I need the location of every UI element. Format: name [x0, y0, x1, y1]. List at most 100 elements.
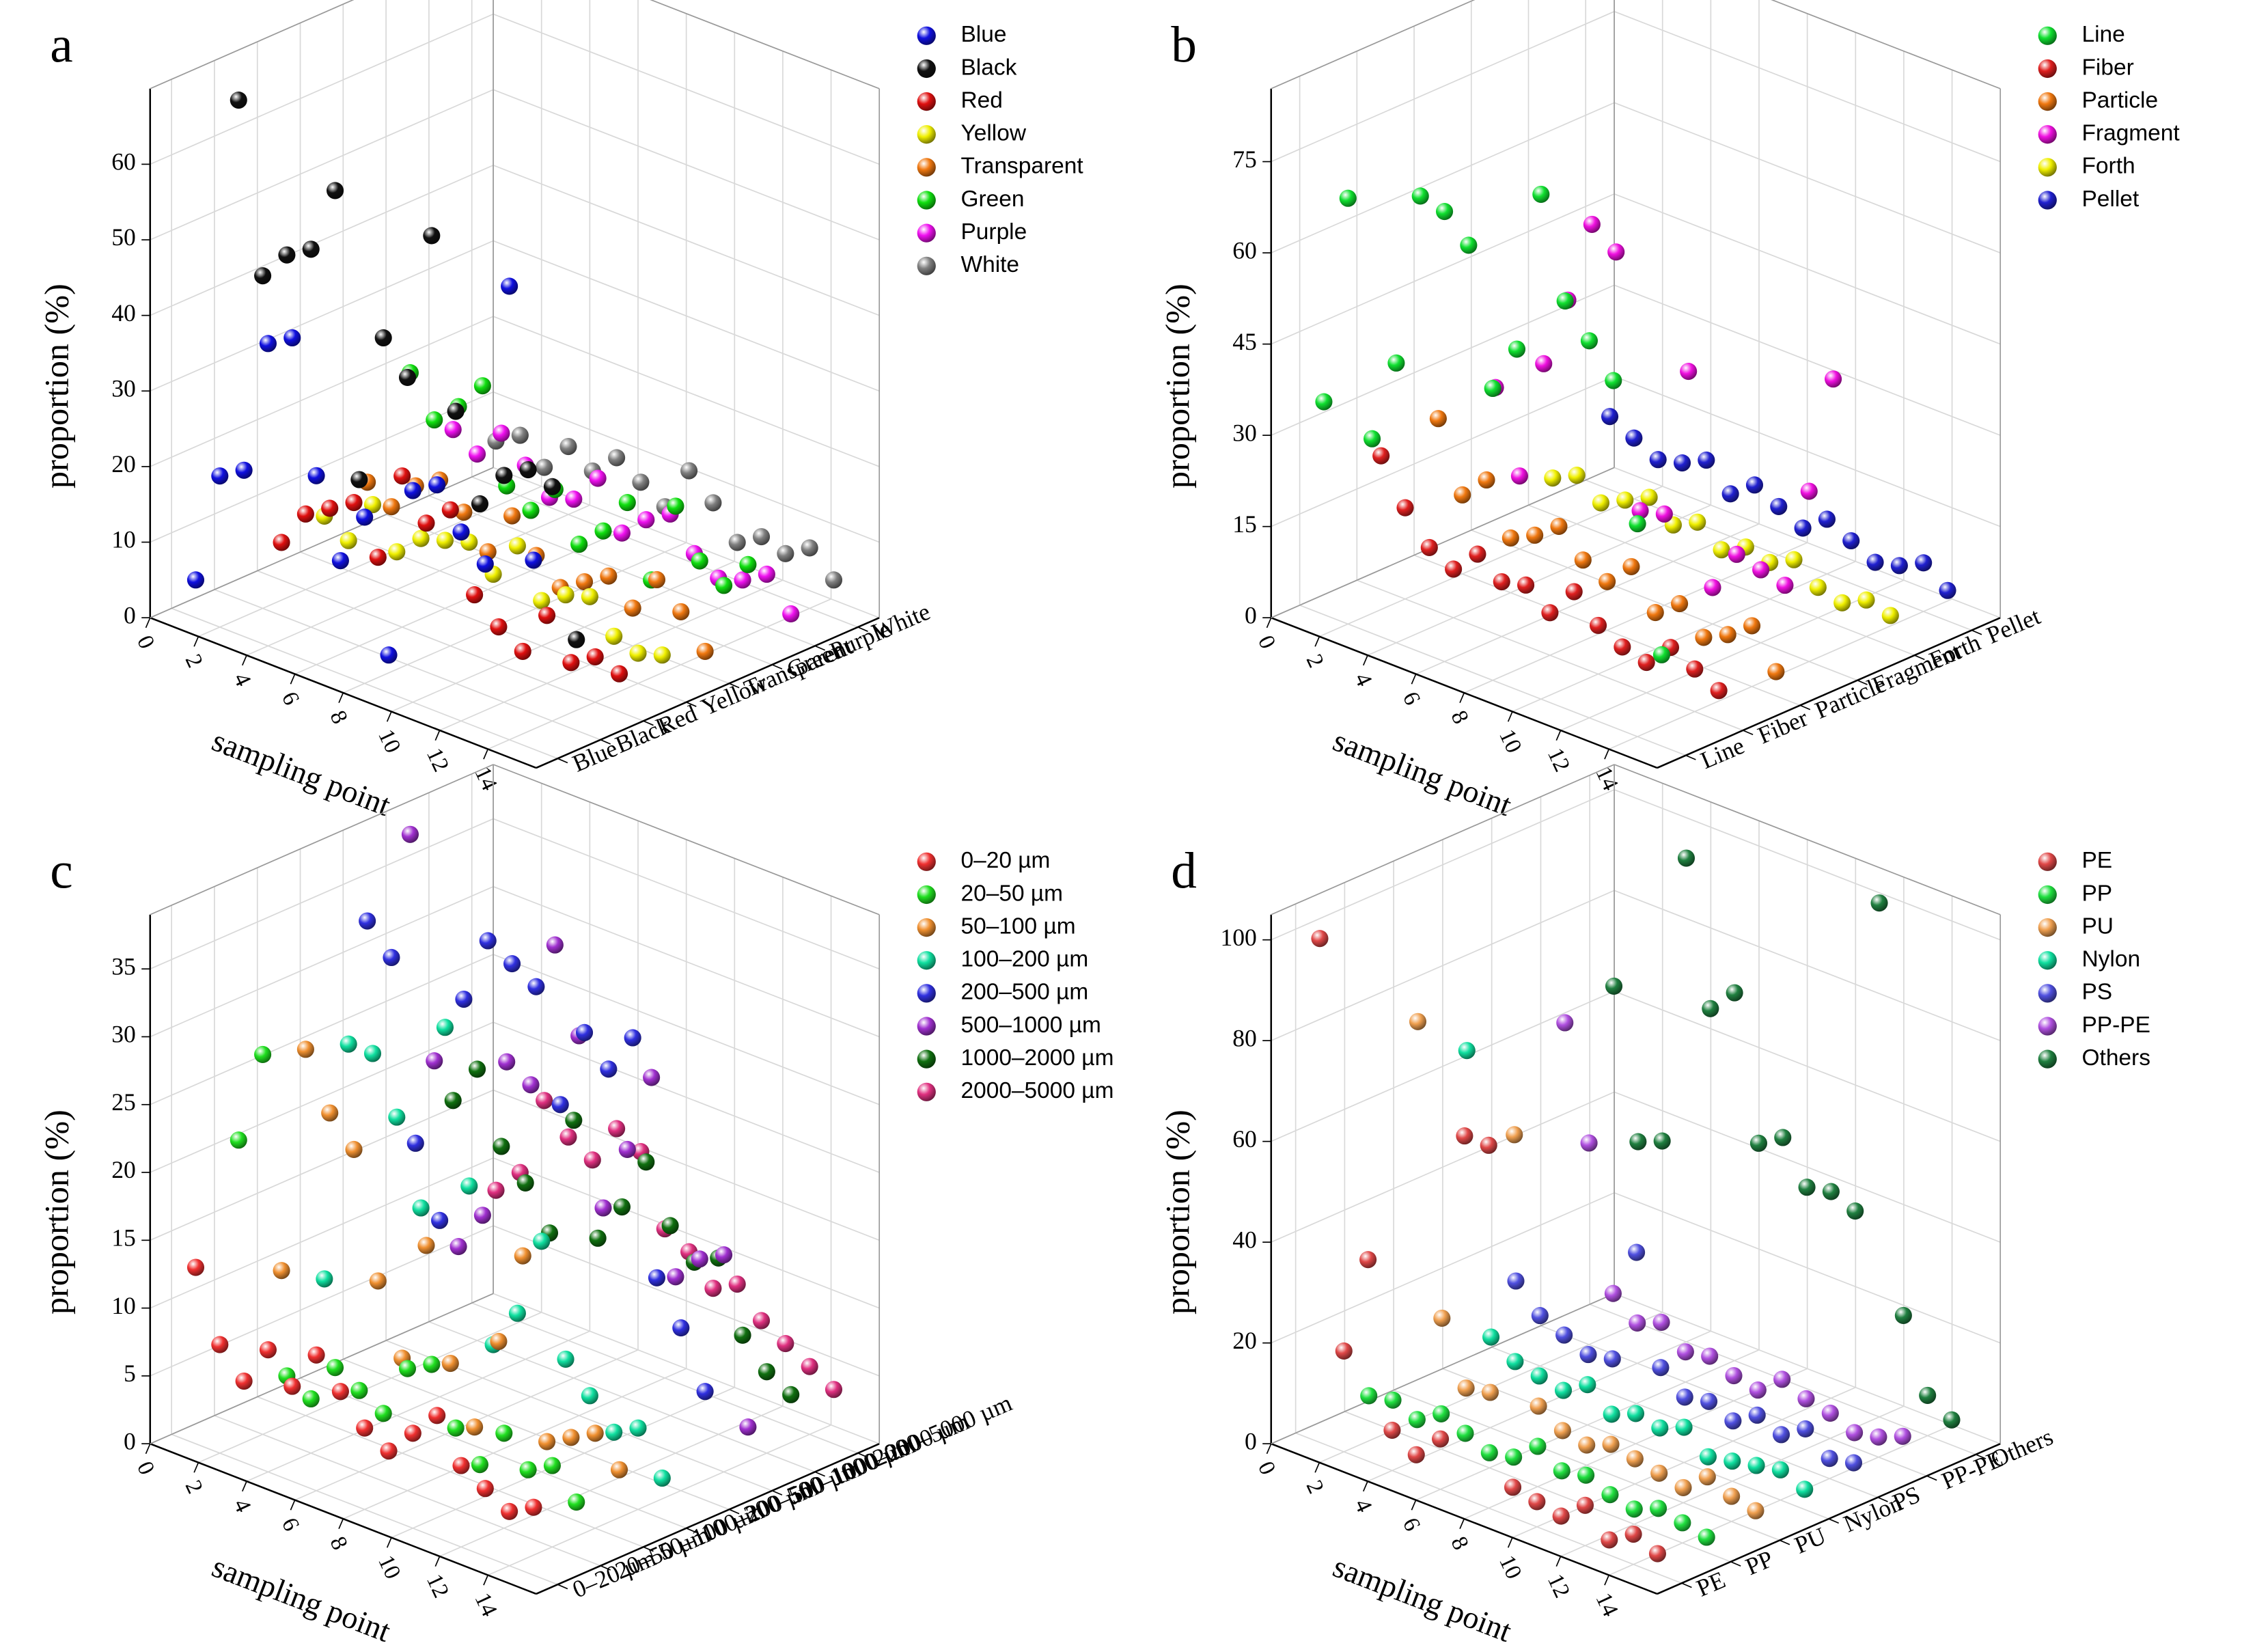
- data-point: [356, 508, 374, 526]
- data-point: [1626, 1450, 1644, 1468]
- data-point: [460, 1177, 478, 1195]
- data-point: [1526, 526, 1544, 544]
- axis-line: [150, 764, 494, 916]
- data-point: [1605, 977, 1623, 995]
- data-point: [782, 605, 800, 623]
- tick-mark: [1779, 1539, 1790, 1545]
- data-point: [680, 462, 698, 480]
- data-point: [1480, 1136, 1497, 1154]
- tick-mark: [145, 1443, 151, 1455]
- data-point: [648, 1269, 666, 1286]
- legend-label: Yellow: [960, 121, 1026, 146]
- legend-marker: [917, 223, 936, 243]
- data-point: [1695, 629, 1713, 646]
- data-point: [1603, 1405, 1620, 1423]
- y-tick-label: 25: [111, 1088, 136, 1116]
- legend-label: 20–50 µm: [960, 881, 1063, 906]
- legend-label: Pellet: [2081, 187, 2139, 212]
- data-point: [398, 1360, 417, 1377]
- data-point: [1809, 579, 1827, 596]
- data-point: [543, 478, 561, 495]
- data-point: [1800, 482, 1818, 500]
- x-axis-title: sampling point: [1329, 723, 1517, 823]
- x-tick-label: 6: [277, 688, 305, 709]
- x-tick-label: 8: [325, 706, 353, 728]
- data-point: [1713, 541, 1730, 559]
- tick-mark: [1411, 674, 1417, 685]
- legend-label: Black: [960, 55, 1016, 80]
- data-point: [1702, 1000, 1719, 1017]
- data-point: [1614, 638, 1631, 656]
- data-point: [380, 646, 398, 664]
- y-tick-label: 45: [1232, 328, 1257, 355]
- y-tick-label: 40: [1232, 1226, 1257, 1253]
- panel: 0153045607502468101214LineFiberParticleF…: [1158, 0, 2180, 823]
- grid-line: [391, 560, 735, 713]
- category-grid: [171, 1433, 558, 1585]
- data-point: [1752, 561, 1770, 579]
- data-point: [1818, 510, 1836, 528]
- data-point: [1544, 469, 1562, 487]
- data-point: [1589, 616, 1607, 634]
- data-point: [388, 543, 406, 561]
- data-point: [1939, 581, 1956, 599]
- data-point: [444, 1092, 462, 1110]
- data-point: [557, 586, 575, 604]
- data-point: [423, 1355, 441, 1373]
- data-point: [1677, 849, 1696, 867]
- tick-mark: [1266, 617, 1272, 629]
- legend-marker: [917, 158, 936, 177]
- data-point: [538, 1433, 556, 1450]
- data-point: [653, 646, 671, 664]
- data-point: [1607, 243, 1625, 261]
- grid-line: [1367, 504, 1711, 656]
- data-point: [696, 642, 714, 660]
- data-point: [1637, 653, 1655, 672]
- y-tick-label: 10: [111, 1292, 136, 1319]
- data-point: [624, 1029, 641, 1047]
- y-tick-label: 30: [111, 1021, 136, 1048]
- tick-mark: [434, 1556, 441, 1567]
- data-point: [1943, 1411, 1961, 1429]
- data-point: [1387, 354, 1405, 372]
- data-point: [739, 555, 757, 573]
- grid-line: [150, 240, 494, 392]
- category-grid: [1413, 554, 1801, 706]
- x-tick-label: 10: [373, 1552, 406, 1583]
- tick-mark: [729, 683, 740, 689]
- data-point: [525, 1498, 542, 1516]
- legend-label: PP: [2081, 881, 2112, 906]
- tick-mark: [857, 1453, 868, 1458]
- data-point: [1890, 557, 1908, 575]
- data-point: [1579, 1346, 1597, 1364]
- data-point: [1556, 1014, 1574, 1032]
- data-point: [302, 1390, 320, 1408]
- legend-marker: [917, 951, 936, 970]
- grid-line: [342, 542, 687, 693]
- data-point: [1601, 408, 1619, 426]
- axis-line: [1271, 1293, 1615, 1444]
- data-point: [825, 1381, 843, 1399]
- tick-mark: [1877, 1496, 1888, 1502]
- data-point: [412, 1199, 430, 1217]
- y-tick-label: 0: [124, 601, 136, 629]
- x-tick-label: 10: [373, 726, 406, 757]
- tick-mark: [1604, 1575, 1610, 1586]
- x-tick-label: 0: [1253, 1457, 1281, 1478]
- grid-line: [246, 504, 590, 656]
- data-point: [801, 1358, 818, 1375]
- data-point: [393, 467, 411, 485]
- legend-label: 2000–5000 µm: [960, 1078, 1113, 1103]
- data-point: [667, 1268, 684, 1286]
- data-point: [1556, 292, 1574, 310]
- legend-marker: [917, 92, 936, 111]
- x-tick-label: 6: [1398, 1514, 1426, 1535]
- axis-line: [150, 0, 355, 90]
- grid-line: [1271, 284, 1615, 436]
- data-point: [1577, 1466, 1595, 1484]
- data-point: [374, 329, 392, 347]
- grid-line: [150, 1157, 494, 1309]
- category-label: Line: [1697, 732, 1749, 774]
- data-point: [637, 1153, 655, 1171]
- data-point: [516, 1174, 534, 1192]
